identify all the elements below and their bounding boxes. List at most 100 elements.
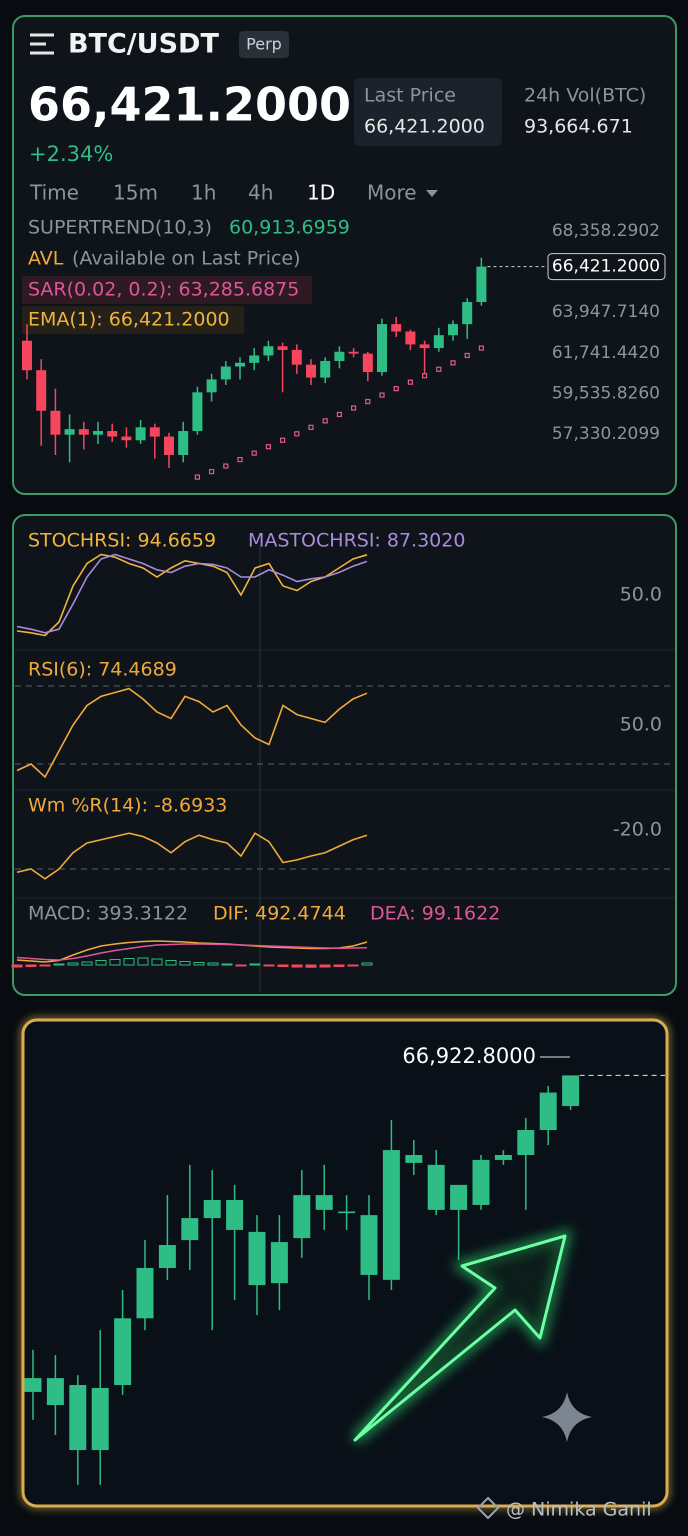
indicator-line	[16, 943, 368, 961]
candle-body	[405, 1155, 423, 1163]
timeframe[interactable]: Time	[29, 181, 79, 205]
legend-note: (Available on Last Price)	[72, 248, 301, 270]
macd-bar	[53, 963, 65, 966]
more-button[interactable]: More	[367, 181, 417, 205]
indicator-line	[16, 687, 368, 779]
macd-bar	[25, 964, 37, 967]
candle-body	[235, 362, 245, 367]
candle-body	[306, 364, 316, 378]
candle-body	[203, 1200, 221, 1219]
macd-bar	[137, 957, 149, 966]
indicator-title: DIF: 492.4744	[213, 903, 346, 925]
candle-body	[149, 427, 160, 437]
sar-dot	[393, 386, 399, 392]
watermark-logo	[476, 1496, 500, 1520]
timeframe[interactable]: 1h	[191, 181, 216, 205]
watermark: @ Nimika Ganil	[506, 1499, 652, 1521]
y-tick-label: 59,535.8260	[552, 384, 660, 404]
timeframe[interactable]: 4h	[248, 181, 273, 205]
stat-label: Last Price	[364, 85, 456, 107]
badge-bg	[239, 31, 289, 58]
macd-bar	[95, 960, 107, 966]
menu-icon[interactable]	[30, 33, 54, 55]
macd-bar	[347, 964, 359, 967]
last-price-box	[354, 78, 502, 146]
y-tick-label: 61,741.4420	[552, 343, 660, 363]
candle-body	[36, 370, 47, 411]
candle-body	[291, 349, 302, 365]
legend-label: SUPERTREND(10,3)	[28, 217, 212, 239]
candle-body	[293, 1195, 311, 1239]
candle-body	[22, 340, 32, 371]
sar-dot	[237, 456, 243, 463]
sar-dot	[280, 437, 286, 443]
candle-body	[135, 427, 146, 441]
candle-body	[206, 379, 217, 393]
arrow	[353, 1234, 567, 1442]
y-tick-label: 57,330.2099	[552, 424, 660, 444]
macd-bar	[123, 958, 135, 966]
sar-dot	[223, 463, 229, 469]
indicator-title: MASTOCHRSI: 87.3020	[248, 530, 465, 552]
indicator-title: MACD: 393.3122	[28, 903, 188, 925]
sar-dot	[379, 392, 385, 398]
candle-body	[78, 429, 89, 435]
macd-bar	[109, 959, 121, 966]
macd-bar	[151, 958, 163, 966]
candle-body	[277, 346, 288, 350]
y-tick-label: -20.0	[613, 819, 662, 841]
y-tick-label: 68,358.2902	[552, 221, 660, 241]
macd-bar	[39, 964, 51, 967]
macd-bar	[11, 964, 23, 968]
timeframe[interactable]: 15m	[113, 181, 158, 205]
candle-body	[249, 355, 260, 363]
price: 66,421.2000	[28, 78, 351, 132]
candle-body	[362, 353, 373, 373]
sar-dot	[308, 424, 314, 430]
candle-body	[263, 346, 274, 356]
candle-body	[270, 1242, 288, 1284]
candle-body	[419, 344, 430, 349]
macd-bar	[305, 964, 317, 968]
candle-body	[46, 1378, 64, 1406]
legend-bg	[22, 306, 244, 334]
sar-dot	[294, 431, 300, 437]
candle-body	[405, 331, 416, 345]
timeframe[interactable]: 1D	[307, 181, 335, 205]
change: +2.34%	[29, 142, 113, 166]
macd-bar	[291, 964, 303, 968]
y-tick-label: 50.0	[620, 584, 662, 606]
sar-dot	[265, 444, 271, 450]
candle-body	[539, 1092, 557, 1131]
last-price-label: 66,922.8000	[402, 1044, 536, 1068]
candle-body	[472, 1159, 490, 1205]
sparkle	[542, 1392, 592, 1442]
macd-bar	[193, 962, 205, 966]
candle-body	[181, 1218, 199, 1241]
indicator-panel	[12, 514, 677, 996]
indicator-line	[16, 553, 368, 637]
candle-body	[107, 431, 118, 437]
sar-dot	[351, 405, 357, 411]
price-legend: SUPERTREND(10,3) 60,913.6959 AVL (Availa…	[22, 217, 350, 334]
candle-body	[121, 436, 132, 441]
candle-body	[462, 302, 473, 325]
symbol[interactable]: BTC/USDT	[68, 29, 219, 60]
sar-dot	[336, 411, 342, 418]
indicator-title: Wm %R(14): -8.6933	[28, 795, 227, 817]
candle-body	[226, 1200, 244, 1230]
indicator-line	[16, 832, 368, 880]
indicator-title: RSI(6): 74.4689	[28, 659, 177, 681]
sar-dot	[322, 418, 328, 424]
stat-value: 93,664.671	[524, 116, 633, 138]
sar-dot	[422, 373, 428, 379]
sar-dot	[436, 366, 442, 372]
candle-body	[562, 1075, 580, 1107]
stat-label: 24h Vol(BTC)	[524, 85, 646, 107]
candle-body	[382, 1150, 400, 1280]
sar-dot	[209, 468, 215, 475]
sar-dot	[251, 450, 257, 456]
candle-body	[50, 410, 61, 435]
